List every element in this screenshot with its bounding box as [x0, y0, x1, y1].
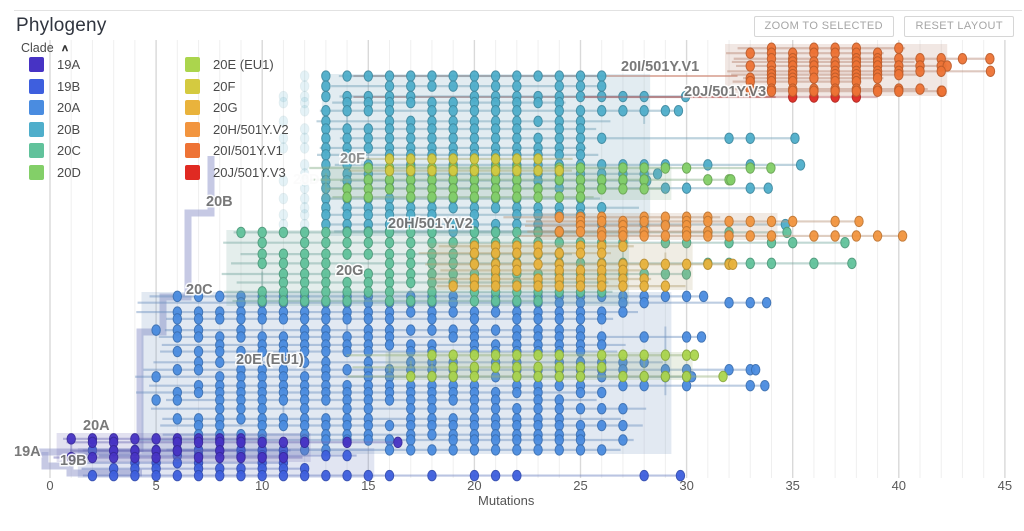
tree-clade-label: 19B: [60, 453, 87, 469]
axis-tick-label: 35: [785, 478, 799, 493]
tree-clade-label: 20B: [206, 194, 233, 210]
legend-item-20h-501y-v2[interactable]: 20H/501Y.V2: [185, 121, 289, 138]
clade-legend: 19A 19B 20A 20B 20C 20D 20E (EU1) 20F 20G 20H/50…: [29, 57, 289, 180]
axis-tick-label: 15: [361, 478, 375, 493]
legend-item-label: 19B: [57, 78, 81, 94]
tree-clade-label: 20A: [83, 418, 110, 434]
axis-tick-label: 30: [679, 478, 693, 493]
legend-swatch[interactable]: [185, 164, 200, 180]
axis-tick-label: 0: [46, 478, 53, 493]
legend-swatch[interactable]: [29, 121, 44, 137]
legend-item-label: 19A: [57, 57, 81, 73]
legend-swatch[interactable]: [185, 100, 200, 116]
legend-item-20g[interactable]: 20G: [185, 100, 289, 116]
legend-swatch[interactable]: [185, 143, 200, 159]
legend-swatch[interactable]: [29, 143, 44, 159]
legend-item-label: 20C: [57, 143, 81, 159]
page-title: Phylogeny: [16, 15, 107, 36]
legend-item-20f[interactable]: 20F: [185, 78, 289, 95]
legend-swatch[interactable]: [185, 78, 200, 94]
legend-item-20j-501y-v3[interactable]: 20J/501Y.V3: [185, 164, 289, 181]
clade-group-19b[interactable]: [75, 444, 686, 482]
legend-item-20b[interactable]: 20B: [29, 121, 185, 138]
legend-swatch[interactable]: [185, 57, 200, 73]
clade-group-20e-eu1-[interactable]: [346, 349, 728, 383]
axis-tick-label: 20: [467, 478, 481, 493]
clade-coloring-toggle[interactable]: Clade ∧: [21, 41, 69, 55]
legend-item-label: 20J/501Y.V3: [213, 164, 286, 180]
axis-title: Mutations: [478, 493, 535, 508]
tree-clade-label: 20H/501Y.V2: [388, 216, 473, 232]
legend-item-19b[interactable]: 19B: [29, 78, 185, 95]
legend-item-20a[interactable]: 20A: [29, 100, 185, 116]
legend-swatch[interactable]: [29, 100, 44, 116]
legend-swatch[interactable]: [29, 57, 44, 73]
legend-item-20d[interactable]: 20D: [29, 164, 185, 181]
axis-tick-label: 10: [255, 478, 269, 493]
legend-item-label: 20B: [57, 121, 81, 137]
legend-column-1: 19A 19B 20A 20B 20C 20D: [29, 57, 185, 180]
tree-clade-label: 20I/501Y.V1: [621, 59, 699, 75]
axis-tick-label: 25: [573, 478, 587, 493]
tree-clade-label: 20E (EU1): [236, 352, 304, 368]
legend-item-20e-eu1-[interactable]: 20E (EU1): [185, 57, 289, 73]
legend-item-label: 20A: [57, 100, 81, 116]
legend-item-label: 20E (EU1): [213, 57, 274, 73]
legend-column-2: 20E (EU1) 20F 20G 20H/501Y.V2 20I/501Y.V1 20J…: [185, 57, 289, 180]
legend-item-label: 20I/501Y.V1: [213, 143, 283, 159]
legend-item-label: 20F: [213, 78, 236, 94]
legend-swatch[interactable]: [185, 121, 200, 137]
tree-toolbar: ZOOM TO SELECTED RESET LAYOUT: [753, 16, 1020, 37]
legend-swatch[interactable]: [29, 78, 44, 94]
panel-top-divider: [14, 10, 1022, 11]
legend-item-label: 20D: [57, 164, 81, 180]
zoom-to-selected-button[interactable]: ZOOM TO SELECTED: [753, 16, 895, 37]
legend-item-label: 20H/501Y.V2: [213, 121, 289, 137]
legend-item-20i-501y-v1[interactable]: 20I/501Y.V1: [185, 143, 289, 159]
chevron-up-icon: ∧: [60, 42, 70, 54]
reset-layout-button[interactable]: RESET LAYOUT: [904, 16, 1014, 37]
legend-item-19a[interactable]: 19A: [29, 57, 185, 73]
clade-group-20g[interactable]: [418, 240, 738, 292]
tree-clade-label: 20D: [293, 172, 320, 188]
legend-item-20c[interactable]: 20C: [29, 143, 185, 159]
clade-group-19a[interactable]: [53, 433, 403, 464]
legend-item-label: 20G: [213, 100, 238, 116]
clade-toggle-label: Clade: [21, 41, 54, 55]
tree-clade-label: 20C: [186, 282, 213, 298]
axis-tick-label: 40: [892, 478, 906, 493]
axis-tick-label: 5: [152, 478, 159, 493]
clade-group-20f[interactable]: [343, 153, 573, 177]
tree-clade-label: 20F: [340, 151, 365, 167]
tree-clade-label: 20G: [336, 263, 363, 279]
clade-group-20h-501y-v2[interactable]: [503, 211, 908, 242]
tree-clade-label: 19A: [14, 444, 41, 460]
legend-swatch[interactable]: [29, 164, 44, 180]
axis-tick-label: 45: [998, 478, 1012, 493]
tree-clade-label: 20J/501Y.V3: [684, 84, 766, 100]
clade-group-20i-501y-v1[interactable]: [722, 42, 996, 97]
